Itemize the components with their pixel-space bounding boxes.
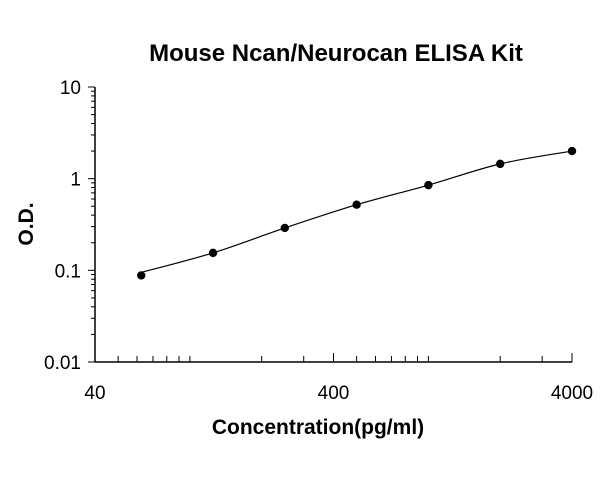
data-point — [280, 223, 290, 233]
y-tick-label: 0.1 — [55, 261, 81, 282]
data-point — [352, 200, 361, 209]
x-ticks — [94, 353, 573, 362]
y-tick-labels: 10 1 0.1 0.01 — [44, 78, 81, 374]
x-tick-label: 40 — [84, 383, 105, 404]
x-tick-label: 400 — [318, 383, 350, 404]
data-point — [496, 159, 505, 169]
plot-axes — [94, 87, 572, 363]
x-tick-label: 4000 — [551, 383, 593, 404]
x-tick-labels: 40 400 4000 — [84, 383, 593, 404]
data-points — [137, 146, 577, 280]
y-tick-label: 10 — [60, 78, 81, 99]
fit-curve — [141, 150, 573, 273]
data-point — [424, 180, 433, 190]
x-axis-label: Concentration(pg/ml) — [212, 416, 424, 439]
data-point — [208, 248, 218, 258]
chart-title: Mouse Ncan/Neurocan ELISA Kit — [149, 40, 523, 67]
data-point — [137, 271, 146, 280]
y-tick-label: 1 — [70, 170, 81, 191]
y-axis-label: O.D. — [15, 202, 38, 245]
y-ticks — [88, 86, 95, 363]
data-point — [567, 146, 577, 156]
y-tick-label: 0.01 — [44, 353, 81, 374]
